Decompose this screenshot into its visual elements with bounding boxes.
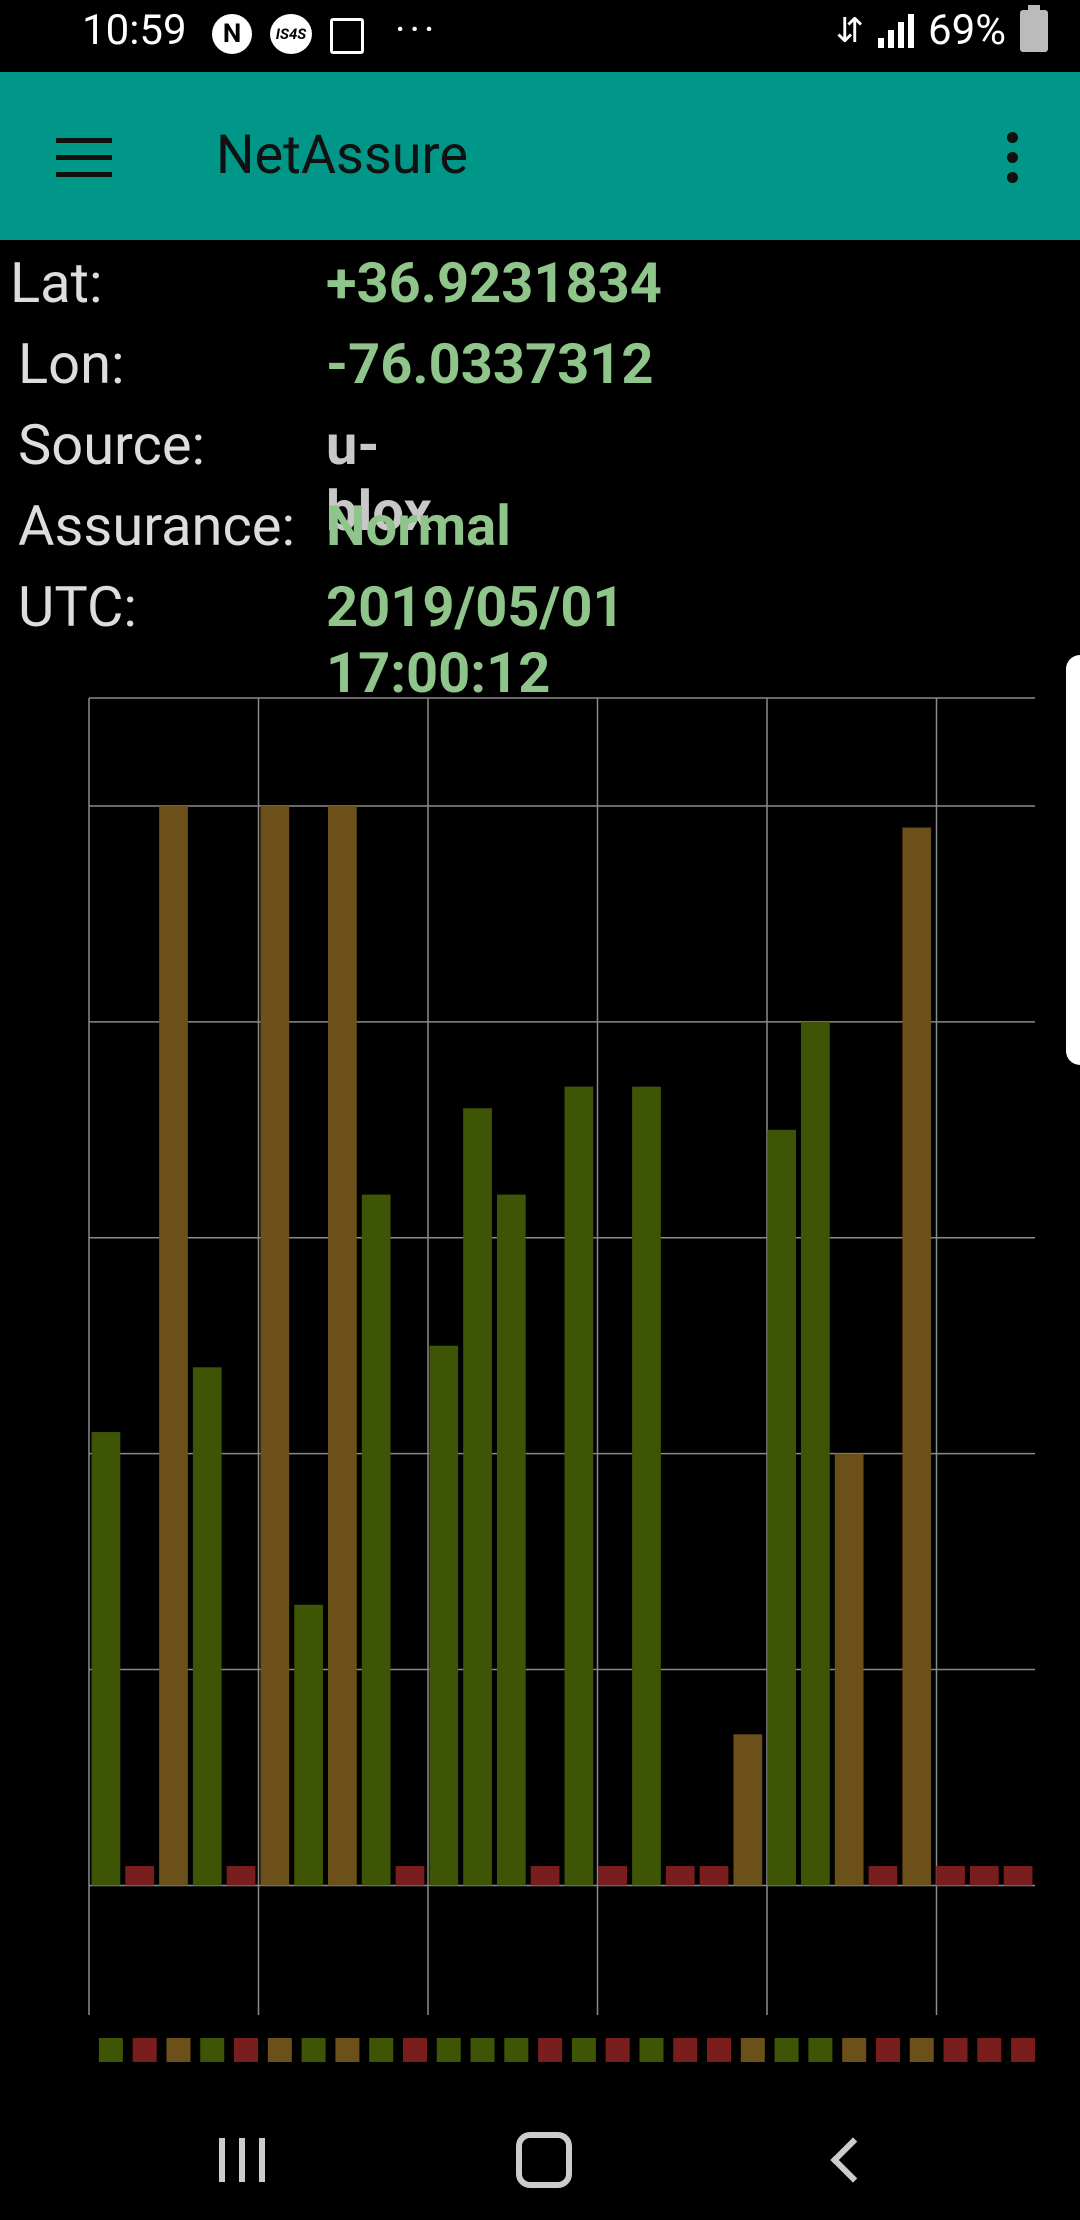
chart-bar (125, 1866, 155, 1886)
chart-bar (969, 1866, 999, 1886)
chart-bar (226, 1866, 256, 1886)
chart-bar (665, 1866, 695, 1886)
chart-bar (91, 1432, 121, 1886)
chart-bar (632, 1086, 661, 1886)
chart-bar (496, 1194, 526, 1886)
satellite-indicator (571, 2038, 596, 2062)
satellite-indicator (301, 2038, 326, 2062)
menu-icon[interactable] (56, 138, 112, 178)
status-right: ⇵ 69% (835, 4, 1048, 55)
chart-bar (868, 1866, 898, 1886)
chart-bar (463, 1108, 492, 1886)
satellite-indicator (402, 2038, 427, 2062)
chart-bar (192, 1367, 222, 1886)
navigation-bar (0, 2100, 1080, 2220)
chart-bar (564, 1086, 594, 1886)
more-dots-icon: ··· (395, 6, 439, 53)
satellite-indicator (605, 2038, 630, 2062)
chart-bar (767, 1129, 796, 1886)
nfc-icon: N (212, 14, 252, 54)
satellite-indicator (639, 2038, 664, 2062)
satellite-indicator (774, 2038, 799, 2062)
satellite-indicator (673, 2038, 698, 2062)
satellite-indicator (166, 2038, 191, 2062)
status-bar: 10:59 N IS4S ··· ⇵ 69% (0, 0, 1080, 72)
satellite-indicator (436, 2038, 461, 2062)
home-button[interactable] (504, 2120, 584, 2200)
satellite-indicator (740, 2038, 765, 2062)
chart-bar (699, 1866, 729, 1886)
satellite-indicator (707, 2038, 732, 2062)
chart-bar (1003, 1866, 1033, 1886)
source-value: u-blox (326, 412, 432, 544)
satellite-indicator (875, 2038, 900, 2062)
satellite-indicator (132, 2038, 157, 2062)
status-time: 10:59 (82, 6, 187, 55)
satellite-indicator (909, 2038, 934, 2062)
battery-text: 69% (928, 6, 1006, 55)
utc-label: UTC: (18, 574, 137, 640)
signal-icon (878, 13, 915, 48)
chart-bar (834, 1453, 864, 1886)
satellite-indicator (200, 2038, 225, 2062)
chart-bar (801, 1021, 830, 1886)
assurance-value: Normal (326, 493, 511, 559)
battery-icon (1020, 4, 1048, 52)
satellite-indicator (470, 2038, 495, 2062)
chart-bar (159, 805, 188, 1886)
screen-search-icon (330, 18, 364, 54)
satellite-indicator (808, 2038, 833, 2062)
satellite-indicator (1011, 2038, 1036, 2062)
back-icon (830, 2137, 876, 2183)
chart-bar (294, 1604, 323, 1886)
app-title: NetAssure (216, 124, 468, 187)
satellite-indicator (335, 2038, 360, 2062)
chart-bar (902, 827, 932, 1886)
lat-value: +36.9231834 (326, 250, 662, 316)
satellite-indicator (234, 2038, 259, 2062)
chart-bar (328, 805, 357, 1886)
lat-label: Lat: (10, 250, 103, 316)
satellite-indicator (977, 2038, 1002, 2062)
lon-value: -76.0337312 (326, 331, 654, 397)
satellite-indicator (842, 2038, 867, 2062)
chart-bar (530, 1866, 560, 1886)
chart-bar (429, 1345, 459, 1886)
chart-bar (395, 1866, 425, 1886)
chart-bar (598, 1866, 628, 1886)
satellite-indicator (369, 2038, 394, 2062)
app-bar: NetAssure (0, 72, 1080, 240)
is4s-icon: IS4S (270, 14, 312, 54)
home-icon (516, 2132, 572, 2188)
chart-bar (260, 805, 290, 1886)
satellite-indicator (538, 2038, 563, 2062)
recent-apps-button[interactable] (202, 2120, 282, 2200)
satellite-indicator (267, 2038, 292, 2062)
overflow-menu-icon[interactable] (1000, 132, 1024, 188)
satellite-indicator (98, 2038, 123, 2062)
back-button[interactable] (806, 2120, 886, 2200)
edge-panel-handle[interactable] (1066, 655, 1080, 1065)
assurance-label: Assurance: (18, 493, 296, 559)
source-label: Source: (18, 412, 206, 478)
utc-value: 2019/05/01 17:00:12 (326, 574, 625, 706)
satellite-chart (88, 697, 1036, 2062)
chart-bar (361, 1194, 391, 1886)
lon-label: Lon: (18, 331, 125, 397)
satellite-indicator (943, 2038, 968, 2062)
chart-bar (936, 1866, 965, 1886)
usb-icon: ⇵ (835, 10, 865, 51)
chart-bar (733, 1734, 763, 1886)
satellite-indicator (504, 2038, 529, 2062)
